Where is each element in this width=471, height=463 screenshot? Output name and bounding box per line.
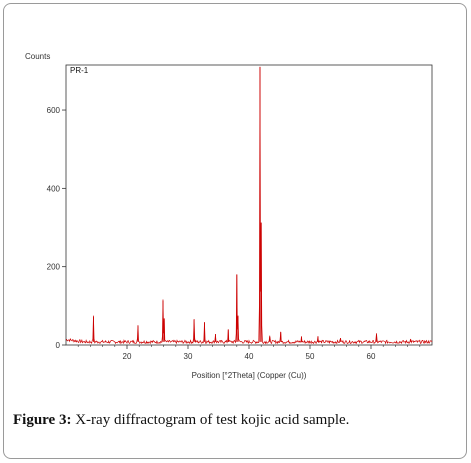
x-tick-label: 60	[367, 352, 376, 361]
diffraction-pattern-line	[65, 66, 433, 345]
plot-area	[65, 64, 433, 346]
x-tick-label: 40	[245, 352, 254, 361]
x-tick-label: 20	[123, 352, 132, 361]
caption-text: X-ray diffractogram of test kojic acid s…	[71, 412, 350, 428]
x-axis: 20 30 40 50 60	[77, 345, 421, 361]
y-tick-label: 0	[56, 341, 61, 350]
x-tick-label: 30	[184, 352, 193, 361]
figure-label: Figure 3:	[13, 412, 72, 428]
y-tick-label: 400	[47, 184, 61, 193]
sample-label: PR-1	[70, 66, 89, 75]
y-axis-title: Counts	[25, 52, 50, 61]
figure-frame	[3, 3, 467, 459]
x-tick-label: 50	[306, 352, 315, 361]
y-tick-label: 200	[47, 263, 61, 272]
figure-caption: Figure 3: X-ray diffractogram of test ko…	[13, 412, 349, 429]
y-tick-label: 600	[47, 106, 61, 115]
x-axis-title: Position [°2Theta] (Copper (Cu))	[192, 371, 307, 380]
y-axis: 0 200 400 600	[47, 106, 66, 350]
peaks	[92, 66, 412, 342]
